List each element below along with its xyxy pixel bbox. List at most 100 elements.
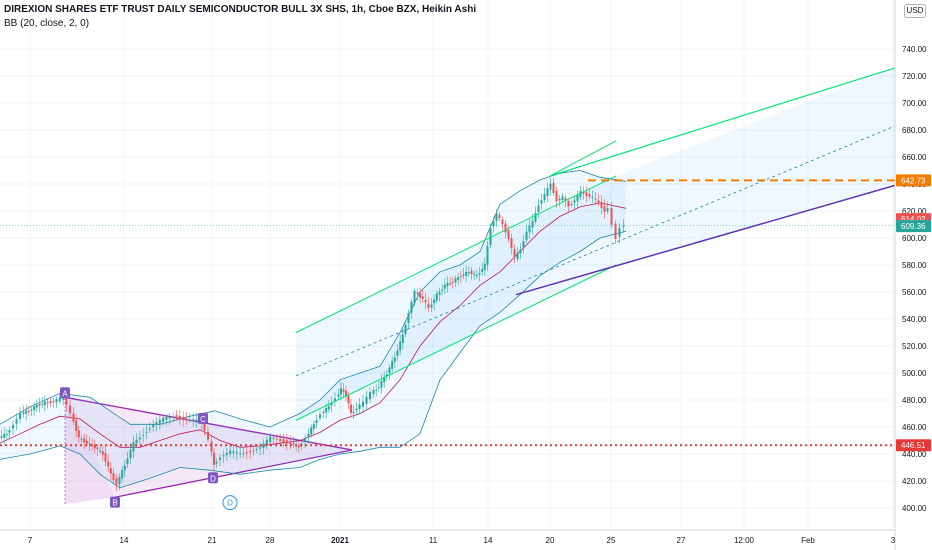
candle-body (465, 271, 468, 276)
candle-body (388, 367, 391, 374)
x-tick-label: 20 (546, 536, 555, 545)
candle-body (483, 263, 486, 270)
candle-body (96, 447, 99, 450)
y-tick-label: 680.00 (902, 126, 927, 135)
candle-body (531, 220, 534, 228)
candle-body (80, 438, 83, 440)
candle-body (322, 412, 325, 414)
candle-body (123, 465, 126, 471)
candle-body (175, 415, 178, 419)
candle-body (399, 341, 402, 351)
x-tick-label: 25 (607, 536, 616, 545)
y-tick-label: 700.00 (902, 99, 927, 108)
candle-body (498, 214, 501, 218)
y-tick-label: 600.00 (902, 234, 927, 243)
candle-body (427, 303, 430, 308)
candle-body (152, 424, 155, 428)
candle-body (462, 274, 465, 276)
candle-body (148, 428, 151, 430)
candle-body (372, 390, 375, 395)
candle-body (342, 389, 345, 392)
dividend-marker (222, 495, 238, 511)
x-tick-label: Feb (801, 536, 815, 545)
candle-body (292, 443, 295, 445)
candle-body (519, 249, 522, 253)
candle-body (380, 380, 383, 388)
candle-body (75, 420, 78, 431)
currency-button[interactable]: USD (904, 4, 926, 18)
candle-body (407, 313, 410, 323)
candle-body (88, 443, 91, 445)
candle-body (570, 204, 573, 206)
pattern-fill-ab (65, 397, 115, 504)
x-tick-label: 21 (208, 536, 217, 545)
price-label: 642.73 (901, 176, 926, 185)
candle-body (304, 438, 306, 442)
candle-body (210, 441, 213, 452)
candle-body (185, 418, 188, 420)
candle-body (579, 191, 582, 198)
candle-body (275, 438, 278, 440)
candle-body (585, 192, 588, 196)
candle-body (72, 413, 75, 422)
price-axis: 400.00 420.00 440.00 460.00 480.00 500.00 520.… (894, 0, 932, 550)
candle-body (265, 439, 268, 446)
candle-body (478, 273, 481, 275)
candle-body (473, 273, 476, 275)
pattern-label-bg (208, 472, 218, 484)
bb-upper (0, 170, 627, 428)
candle-body (38, 404, 41, 406)
candle-body (297, 445, 300, 448)
candle-body (255, 449, 258, 451)
candle-body (178, 415, 181, 420)
candle-body (358, 404, 361, 410)
candle-body (138, 437, 141, 440)
candle-body (43, 401, 46, 405)
candle-body (83, 438, 86, 443)
candle-body (325, 407, 328, 413)
candle-body (33, 406, 36, 411)
candle-body (433, 299, 436, 304)
candle-body (421, 296, 424, 299)
candle-body (337, 394, 340, 397)
candle-body (334, 398, 336, 401)
candle-body (501, 219, 504, 225)
candle-body (279, 438, 282, 442)
candle-body (203, 422, 206, 431)
candle-body (132, 442, 135, 452)
candle-body (355, 408, 358, 411)
candle-body (446, 282, 449, 287)
candle-body (522, 241, 525, 248)
candle-body (614, 223, 617, 239)
candle-body (182, 417, 185, 420)
candle-body (489, 228, 492, 245)
candle-body (391, 361, 394, 369)
channel-fill (296, 67, 895, 421)
candle-body (207, 431, 209, 440)
candle-body (582, 191, 585, 194)
candle-body (245, 452, 248, 454)
y-tick-label: 400.00 (902, 504, 927, 513)
candle-body (404, 324, 407, 335)
candle-body (172, 416, 175, 418)
candle-body (269, 436, 272, 443)
candle-body (5, 434, 8, 436)
candle-body (30, 409, 33, 411)
candle-body (352, 412, 355, 414)
indicator-legend[interactable]: BB (20, close, 2, 0) (4, 18, 90, 29)
candle-body (315, 420, 318, 424)
candle-body (215, 461, 218, 464)
candle-body (486, 246, 489, 265)
candle-body (362, 401, 364, 407)
candle-body (475, 275, 478, 277)
y-tick-label: 500.00 (902, 369, 927, 378)
candle-body (345, 390, 347, 396)
candle-body (507, 230, 510, 240)
candle-body (155, 422, 158, 425)
price-label: 614.02 (901, 215, 926, 224)
pattern-label: D (210, 474, 216, 483)
candle-body (77, 430, 80, 438)
candle-body (129, 449, 132, 459)
candle-body (285, 440, 288, 444)
